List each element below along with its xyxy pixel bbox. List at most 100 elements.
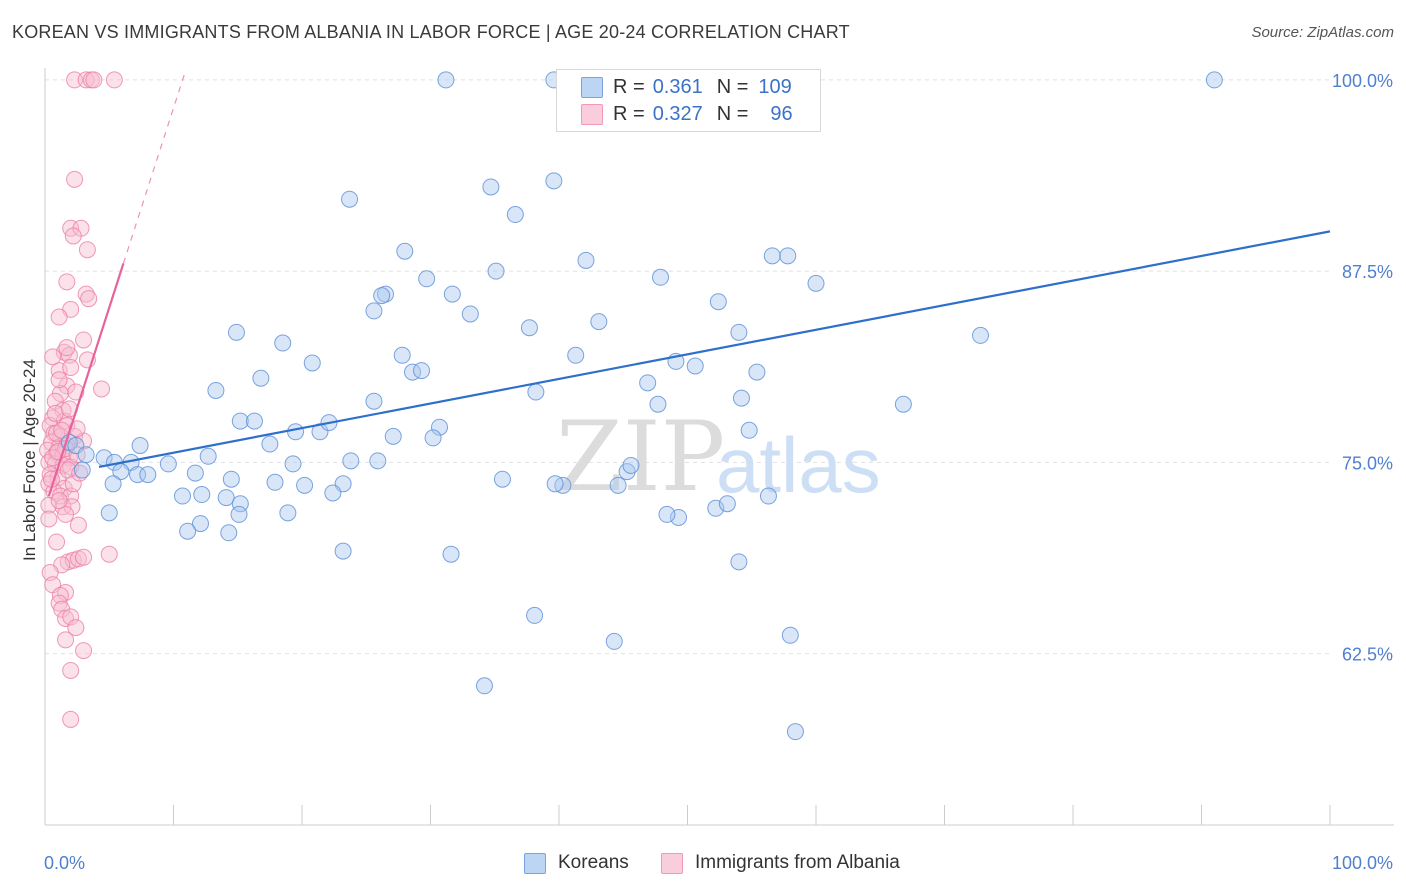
point-koreans [732,389,750,407]
stats-legend: R = 0.361 N = 109 R = 0.327 N = 96 [556,69,821,132]
trend-lines [47,72,1331,497]
legend-item-albania: Immigrants from Albania [661,852,900,874]
point-koreans [639,374,657,392]
point-koreans [131,437,149,455]
point-koreans [77,446,95,464]
point-albania [78,241,96,259]
point-koreans [193,486,211,504]
point-koreans [266,473,284,491]
point-koreans [577,251,595,269]
point-koreans [709,293,727,311]
legend-row-albania: R = 0.327 N = 96 [581,101,793,127]
point-albania [46,404,64,422]
point-koreans [252,369,270,387]
legend-swatch-koreans [524,852,546,874]
point-albania [100,545,118,563]
point-koreans [652,268,670,286]
point-albania [64,227,82,245]
point-koreans [369,452,387,470]
point-albania [62,608,80,626]
chart-title: KOREAN VS IMMIGRANTS FROM ALBANIA IN LAB… [12,22,850,42]
legend-n-value: 96 [770,102,793,125]
point-albania [77,285,95,303]
point-koreans [730,323,748,341]
point-koreans [393,346,411,364]
point-koreans [894,395,912,413]
legend-label-koreans: Koreans [558,852,629,873]
point-albania [75,548,93,566]
point-koreans [779,247,797,265]
point-koreans [430,418,448,436]
point-albania [58,273,76,291]
series-koreans-points [60,71,1223,741]
point-albania [62,661,80,679]
point-albania [50,371,68,389]
point-albania [58,339,76,357]
point-koreans [342,452,360,470]
point-koreans [686,357,704,375]
legend-r-value: 0.327 [652,102,703,125]
legend-r-value: 0.361 [652,75,703,98]
point-koreans [404,363,422,381]
point-koreans [590,313,608,331]
point-koreans [545,172,563,190]
legend-swatch-albania [661,852,683,874]
point-albania [67,619,85,637]
point-koreans [179,522,197,540]
point-koreans [506,206,524,224]
point-koreans [781,626,799,644]
point-koreans [622,456,640,474]
point-koreans [482,178,500,196]
point-koreans [217,489,235,507]
point-koreans [424,429,442,447]
point-albania [66,71,84,89]
legend-n-value: 109 [758,75,792,98]
legend-item-koreans: Koreans [524,852,629,874]
point-koreans [520,319,538,337]
legend-swatch-koreans [581,76,603,98]
y-tick-label: 100.0% [1332,71,1393,91]
point-koreans [807,274,825,292]
point-koreans [207,381,225,399]
point-albania [85,71,103,89]
point-koreans [1205,71,1223,89]
point-albania [105,71,123,89]
point-koreans [73,461,91,479]
point-koreans [365,392,383,410]
legend-label-albania: Immigrants from Albania [695,852,900,873]
legend-swatch-albania [581,103,603,125]
point-koreans [475,677,493,695]
point-albania [48,533,66,551]
point-albania [44,348,62,366]
point-koreans [493,470,511,488]
point-koreans [139,466,157,484]
trend-line-koreans [98,230,1331,469]
point-albania [48,424,66,442]
point-koreans [341,190,359,208]
point-albania [80,290,98,308]
point-koreans [186,464,204,482]
point-koreans [443,285,461,303]
point-albania [57,505,75,523]
point-koreans [658,505,676,523]
point-albania [50,492,68,510]
watermark: ZIP atlas [556,401,881,513]
point-koreans [365,302,383,320]
series-albania-points [39,71,123,728]
point-koreans [284,455,302,473]
point-koreans [303,354,321,372]
legend-row-koreans: R = 0.361 N = 109 [581,74,792,100]
legend-n-label: N = [716,75,749,98]
trend-line-albania [47,263,125,497]
point-koreans [442,545,460,563]
legend-n-label: N = [716,102,749,125]
point-koreans [104,475,122,493]
point-koreans [763,247,781,265]
legend-r-label: R = [613,75,645,98]
point-koreans [759,487,777,505]
legend-r-label: R = [613,102,645,125]
point-koreans [279,504,297,522]
point-albania [40,510,58,528]
x-tick-labels: 0.0% 100.0% [44,853,1393,873]
point-albania [50,308,68,326]
